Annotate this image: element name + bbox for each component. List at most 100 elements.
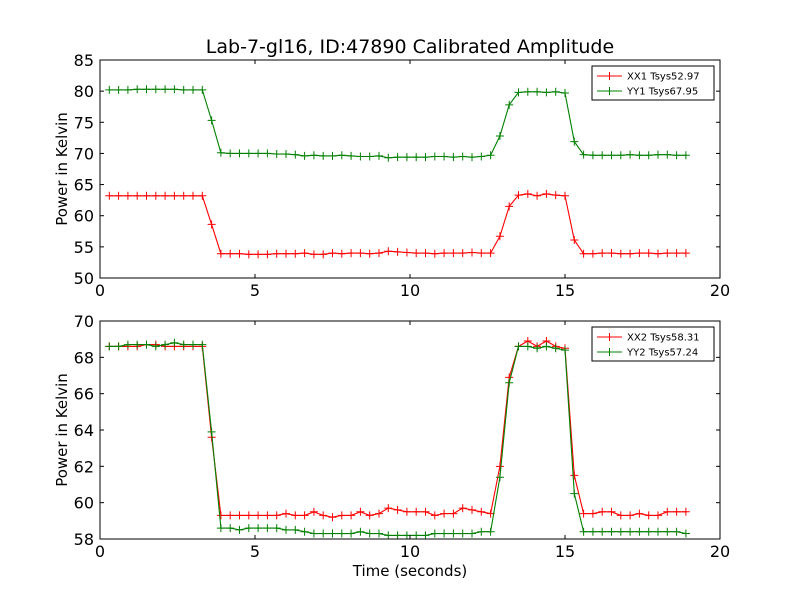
bottom-series-2-point — [161, 340, 170, 349]
top-series-1-point — [263, 250, 272, 259]
bottom-series-1-point — [319, 511, 328, 520]
top-series-2-point — [244, 149, 253, 158]
top-series-1-point — [523, 189, 532, 198]
bottom-series-2-point — [468, 529, 476, 538]
top-series-1-point — [198, 191, 207, 200]
top-series-1-point — [123, 191, 132, 200]
top-series-2-point — [523, 87, 532, 96]
top-series-1-point — [291, 249, 300, 258]
top-series-2-point — [337, 151, 346, 160]
top-series-2-point — [616, 151, 625, 160]
bottom-series-2-point — [430, 529, 439, 538]
top-series-2-point — [542, 88, 551, 97]
bottom-series-2-point — [598, 527, 607, 536]
top-series-1-point — [495, 232, 504, 241]
top-series-2-point — [142, 85, 151, 94]
top-legend-label-1: XX1 Tsys52.97 — [627, 72, 700, 83]
bottom-legend-marker-2 — [605, 348, 614, 356]
top-series-2-point — [384, 153, 393, 162]
bottom-series-1-point — [681, 507, 690, 516]
bottom-y-tick-label: 62 — [74, 457, 94, 476]
top-series-2-point — [207, 116, 216, 125]
bottom-series-1-point — [272, 511, 281, 520]
bottom-series-2-point — [244, 524, 253, 533]
bottom-series-2-point — [207, 427, 216, 436]
top-series-1-point — [151, 191, 160, 200]
top-series-1-point — [105, 191, 114, 200]
bottom-series-2-point — [542, 342, 551, 351]
top-panel: Lab-7-gl16, ID:47890 Calibrated Amplitud… — [53, 36, 730, 300]
bottom-series-1-point — [579, 509, 588, 518]
top-series-1-point — [189, 191, 197, 200]
bottom-series-2-point — [440, 529, 449, 538]
bottom-series-2-point — [356, 527, 365, 536]
bottom-legend-label-2: YY2 Tsys57.24 — [626, 348, 698, 359]
top-series-2-point — [375, 151, 383, 160]
bottom-series-2-point — [626, 527, 635, 536]
top-series-1-point — [170, 191, 179, 200]
top-series-2-point — [402, 153, 411, 162]
bottom-series-1-point — [282, 509, 290, 518]
top-y-axis-label: Power in Kelvin — [53, 112, 71, 226]
bottom-series-1-point — [616, 511, 625, 520]
bottom-series-2-point — [263, 524, 272, 533]
top-series-1-point — [319, 250, 328, 259]
bottom-series-2-point — [226, 524, 235, 533]
top-series-2-point — [663, 150, 672, 159]
bottom-x-tick-label: 5 — [250, 542, 260, 561]
top-legend-marker-1 — [605, 72, 614, 80]
top-series-1-point — [272, 249, 281, 258]
bottom-series-1-point — [598, 507, 607, 516]
bottom-series-2-point — [663, 527, 672, 536]
top-series-2-point — [216, 148, 225, 157]
bottom-series-2-point — [179, 340, 188, 349]
bottom-series-2-point — [561, 346, 569, 355]
bottom-series-1-point — [244, 511, 253, 520]
bottom-series-2-point — [170, 338, 179, 347]
bottom-series-2-point — [328, 529, 337, 538]
top-series-2-point — [161, 85, 170, 94]
top-series-1-point — [579, 249, 588, 258]
bottom-series-1-point — [607, 507, 616, 516]
bottom-series-1-point — [384, 504, 393, 513]
bottom-series-2-point — [654, 527, 662, 536]
bottom-y-tick-label: 68 — [74, 348, 94, 367]
top-series-1-point — [384, 247, 393, 256]
bottom-y-tick-label: 66 — [74, 385, 94, 404]
bottom-series-1-point — [375, 509, 383, 518]
top-series-2-point — [561, 89, 569, 98]
bottom-series-1-point — [402, 507, 411, 516]
bottom-series-2-point — [384, 531, 393, 540]
bottom-series-group — [105, 336, 690, 540]
top-series-2-point — [635, 151, 644, 160]
top-series-2-point — [189, 85, 197, 94]
bottom-series-2-point — [393, 531, 402, 540]
bottom-series-2-point — [551, 344, 560, 353]
top-series-1-point — [300, 249, 309, 258]
bottom-series-2-point — [375, 529, 383, 538]
top-series-1-point — [133, 191, 142, 200]
top-series-2-point — [226, 149, 235, 158]
top-series-2-point — [449, 153, 458, 162]
top-series-1-point — [430, 249, 439, 258]
top-ticks: 0 5 10 15 20 50 55 60 65 70 75 80 85 — [74, 51, 731, 300]
top-series-2-point — [626, 150, 635, 159]
top-series-1-point — [421, 249, 430, 258]
top-series-1-point — [449, 249, 458, 258]
bottom-series-2-point — [133, 340, 142, 349]
bottom-y-tick-label: 60 — [74, 494, 94, 513]
top-series-2-point — [607, 151, 616, 160]
bottom-series-1-point — [570, 471, 579, 480]
bottom-series-2-point — [505, 378, 514, 387]
top-series-2-point — [133, 85, 142, 94]
bottom-series-1-point — [672, 507, 681, 516]
top-series-2-point — [291, 150, 300, 159]
top-series-1-point — [254, 250, 263, 259]
bottom-legend: XX2 Tsys58.31 YY2 Tsys57.24 — [591, 326, 715, 362]
bottom-series-1-point — [654, 511, 662, 520]
top-series-1-point — [561, 191, 569, 200]
bottom-ticks: 0 5 10 15 20 58 60 62 64 66 68 70 — [74, 312, 731, 561]
top-series-1-point — [402, 248, 411, 257]
top-series-2-point — [486, 151, 495, 160]
bottom-series-1-point — [468, 505, 476, 514]
